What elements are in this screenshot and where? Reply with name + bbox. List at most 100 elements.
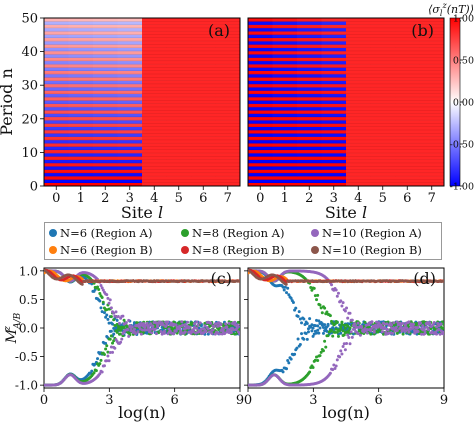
heatmap-cell <box>142 90 167 95</box>
heatmap-cell <box>419 103 445 108</box>
data-point-region-a <box>384 332 388 336</box>
heatmap-cell <box>297 113 322 118</box>
heatmap-cell <box>93 106 118 111</box>
heatmap-cell <box>395 120 420 124</box>
heatmap-cell <box>93 146 118 151</box>
data-point-region-a <box>311 326 315 330</box>
x-tick-label: 5 <box>379 191 387 206</box>
heatmap-cell <box>370 41 396 45</box>
heatmap-cell <box>272 106 298 111</box>
data-point-region-a <box>220 326 224 330</box>
heatmap-cell <box>346 120 371 124</box>
heatmap-cell <box>191 149 216 154</box>
heatmap-cell <box>346 103 371 108</box>
data-point-region-a <box>179 332 183 336</box>
data-point-region-a <box>179 329 183 333</box>
heatmap-cell <box>117 182 143 187</box>
data-point-region-a <box>119 332 123 336</box>
heatmap-cell <box>248 106 273 111</box>
data-point-region-a <box>346 333 350 337</box>
heatmap-cell <box>321 80 347 85</box>
data-point-region-a <box>373 323 377 327</box>
heatmap-cell <box>142 133 167 137</box>
heatmap-cell <box>419 74 445 78</box>
heatmap-cell <box>370 21 396 25</box>
heatmap-cell <box>68 159 94 164</box>
heatmap-cell <box>142 34 167 39</box>
heatmap-cell <box>419 70 445 75</box>
heatmap-cell <box>44 169 69 174</box>
heatmap-cell <box>272 139 298 144</box>
data-point-region-a <box>295 346 299 350</box>
heatmap-cell <box>297 133 322 137</box>
heatmap-cell <box>215 110 241 114</box>
data-point-region-a <box>318 354 322 358</box>
heatmap-cell <box>191 153 216 157</box>
heatmap-cell <box>166 60 192 65</box>
heatmap-cell <box>321 156 347 160</box>
heatmap-cell <box>395 77 420 81</box>
heatmap-cell <box>44 57 69 62</box>
heatmap-cell <box>191 172 216 177</box>
heatmap-cell <box>93 57 118 62</box>
heatmap-cell <box>346 41 371 45</box>
heatmap-cell <box>93 60 118 65</box>
heatmap-cell <box>419 169 445 174</box>
data-point-region-a <box>145 328 149 332</box>
heatmap-cell <box>297 176 322 180</box>
data-point-region-a <box>232 328 236 332</box>
heatmap-cell <box>44 123 69 127</box>
heatmap-cell <box>272 176 298 180</box>
heatmap-cell <box>395 103 420 108</box>
heatmap-cell <box>297 169 322 174</box>
data-point-region-a <box>298 343 302 347</box>
data-point-region-a <box>109 306 113 310</box>
heatmap-cell <box>215 31 241 35</box>
data-point-region-a <box>107 321 111 325</box>
data-point-region-a <box>341 301 345 305</box>
heatmap-cell <box>142 123 167 127</box>
heatmap-cell <box>191 44 216 48</box>
heatmap-cell <box>44 50 69 55</box>
data-point-region-a <box>101 288 105 292</box>
data-point-region-a <box>316 324 320 328</box>
heatmap-cell <box>166 93 192 98</box>
heatmap-cell <box>44 87 69 91</box>
heatmap-cell <box>346 182 371 187</box>
heatmap-cell <box>93 136 118 141</box>
heatmap-cell <box>191 87 216 91</box>
x-tick-label: 0 <box>244 393 252 408</box>
data-point-region-a <box>334 288 338 292</box>
heatmap-cell <box>248 153 273 157</box>
panel-label-a: (a) <box>208 21 230 40</box>
heatmap-cell <box>68 34 94 39</box>
heatmap-cell <box>68 74 94 78</box>
heatmap-cell <box>215 83 241 88</box>
heatmap-cell <box>93 21 118 25</box>
data-point-region-a <box>371 324 375 328</box>
heatmap-cell <box>419 120 445 124</box>
data-point-region-a <box>222 332 226 336</box>
data-point-region-a <box>345 306 349 310</box>
heatmap-cell <box>166 159 192 164</box>
data-point-region-a <box>383 322 387 326</box>
heatmap-cell <box>191 182 216 187</box>
data-point-region-a <box>407 330 411 334</box>
data-point-region-a <box>296 314 300 318</box>
data-point-region-a <box>437 328 441 332</box>
data-point-region-a <box>182 327 186 331</box>
data-point-region-a <box>315 298 319 302</box>
data-point-region-a <box>112 339 116 343</box>
heatmap-cell <box>419 100 445 104</box>
heatmap-cell <box>68 97 94 101</box>
heatmap-cell <box>68 100 94 104</box>
heatmap-cell <box>272 64 298 68</box>
heatmap-cell <box>166 123 192 127</box>
heatmap-cell <box>44 143 69 147</box>
heatmap-cell <box>142 166 167 170</box>
heatmap-cell <box>321 103 347 108</box>
y-tick-label: 0.0 <box>19 322 38 336</box>
heatmap-cell <box>166 133 192 137</box>
heatmap-cell <box>44 136 69 141</box>
x-tick-label: 3 <box>330 191 338 206</box>
